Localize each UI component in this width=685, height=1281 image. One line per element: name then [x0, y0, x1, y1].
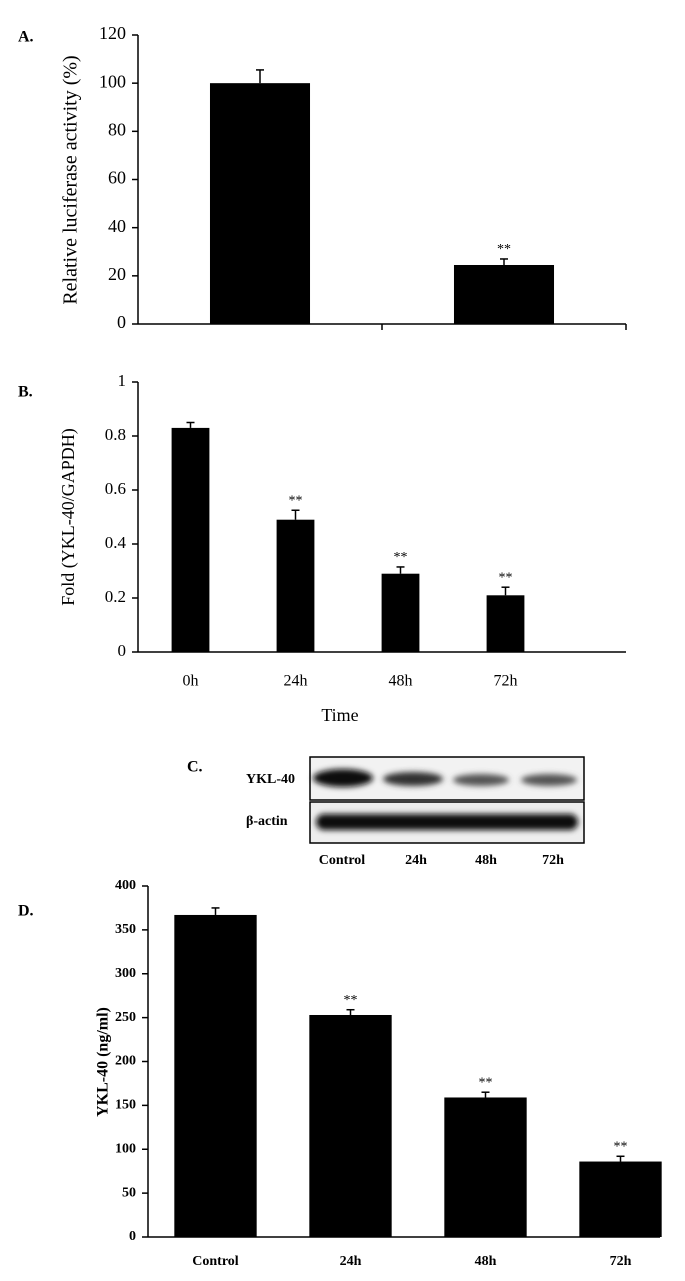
y-tick-label: 0.2 [105, 587, 126, 606]
blot-lane-label: 72h [542, 853, 564, 868]
significance-label: ** [497, 242, 511, 257]
x-tick-label: 48h [475, 1254, 497, 1269]
bar [276, 519, 315, 652]
y-tick-label: 50 [122, 1185, 136, 1200]
y-tick-label: 0.8 [105, 425, 126, 444]
y-axis-label: YKL-40 (ng/ml) [95, 1007, 112, 1117]
x-tick-label: 24h [340, 1254, 362, 1269]
blot-lane-label: Control [319, 853, 366, 868]
panel-label: C. [187, 759, 203, 776]
x-tick-label: 48h [389, 673, 413, 690]
y-tick-label: 400 [115, 878, 136, 893]
x-tick-label: 24h [284, 673, 308, 690]
bar [486, 595, 525, 652]
y-tick-label: 300 [115, 966, 136, 981]
y-tick-label: 100 [115, 1141, 136, 1156]
panel-label: A. [18, 29, 34, 46]
panel-label: D. [18, 903, 34, 920]
y-tick-label: 150 [115, 1098, 136, 1113]
y-axis-label: Fold (YKL-40/GAPDH) [58, 428, 79, 606]
significance-label: ** [394, 550, 408, 565]
significance-label: ** [614, 1139, 628, 1154]
y-tick-label: 200 [115, 1054, 136, 1069]
x-tick-label: 72h [494, 673, 518, 690]
y-tick-label: 1 [118, 371, 127, 390]
bar [209, 83, 311, 325]
y-tick-label: 350 [115, 922, 136, 937]
y-tick-label: 80 [108, 119, 126, 139]
blot-row-label: YKL-40 [246, 772, 295, 787]
y-tick-label: 40 [108, 216, 126, 236]
blot-lane-label: 24h [405, 853, 427, 868]
y-tick-label: 0 [129, 1229, 136, 1244]
significance-label: ** [479, 1075, 493, 1090]
x-axis-label: Time [321, 705, 358, 725]
panel-label: B. [18, 384, 33, 401]
x-tick-label: 0h [183, 673, 199, 690]
y-tick-label: 20 [108, 264, 126, 284]
bar [444, 1097, 527, 1237]
bar [309, 1014, 392, 1237]
y-tick-label: 120 [99, 23, 126, 43]
bar [174, 914, 257, 1237]
blot-bands [313, 769, 578, 830]
significance-label: ** [344, 993, 358, 1008]
bar [579, 1161, 662, 1237]
bar [381, 573, 420, 652]
bar [171, 427, 210, 652]
y-tick-label: 0 [118, 641, 127, 660]
y-axis-label: Relative luciferase activity (%) [60, 55, 82, 304]
y-tick-label: 0 [117, 312, 126, 332]
y-tick-label: 250 [115, 1010, 136, 1025]
bar [453, 264, 555, 324]
x-tick-label: 72h [610, 1254, 632, 1269]
y-tick-label: 0.4 [105, 533, 127, 552]
significance-label: ** [499, 570, 513, 585]
y-tick-label: 0.6 [105, 479, 126, 498]
western-blot: C. YKL-40 β-actin Control 24h 48h 72h [187, 756, 585, 868]
blot-row-label: β-actin [246, 814, 288, 829]
significance-label: ** [289, 493, 303, 508]
x-tick-label: Control [192, 1254, 239, 1269]
y-tick-label: 60 [108, 168, 126, 188]
y-tick-label: 100 [99, 71, 126, 91]
blot-lane-label: 48h [475, 853, 497, 868]
